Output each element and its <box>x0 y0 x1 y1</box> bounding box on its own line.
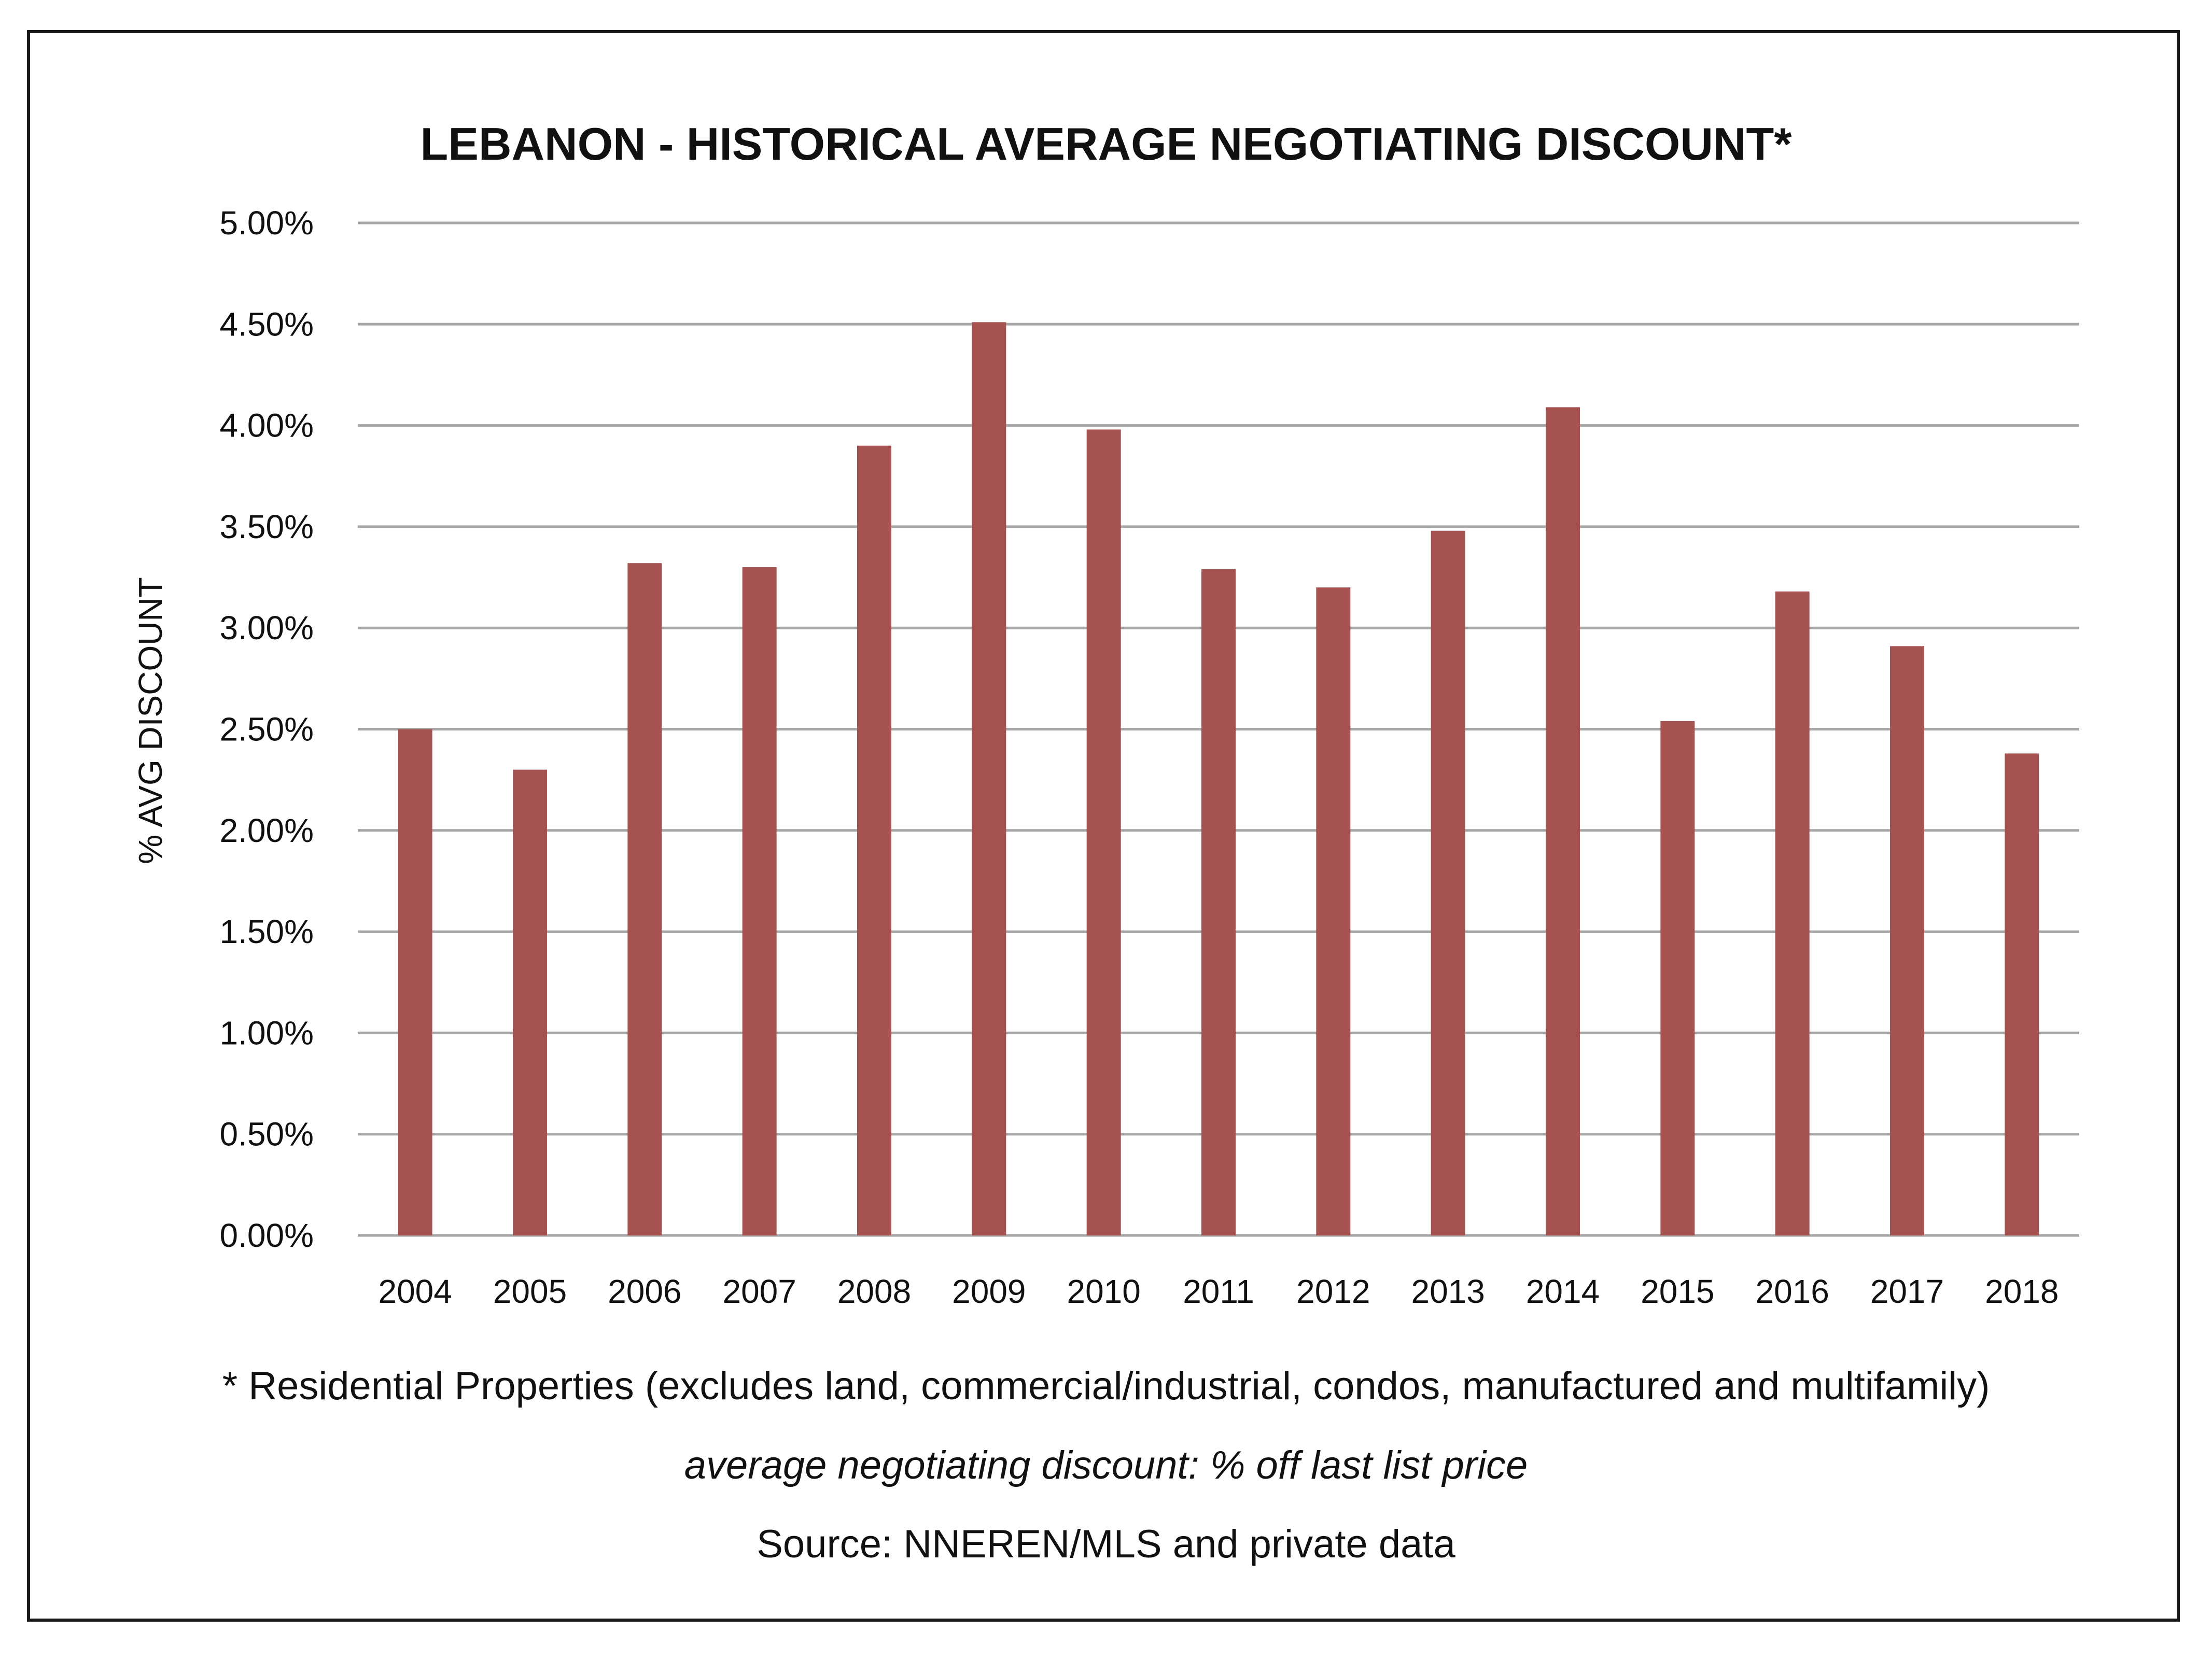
y-tick-label: 1.00% <box>220 1014 314 1051</box>
x-tick-label: 2018 <box>1985 1273 2059 1310</box>
x-tick-label: 2007 <box>722 1273 796 1310</box>
x-tick-label: 2004 <box>378 1273 452 1310</box>
bar-2016 <box>1775 591 1810 1235</box>
x-tick-label: 2010 <box>1067 1273 1140 1310</box>
x-tick-label: 2006 <box>608 1273 681 1310</box>
y-tick-label: 0.00% <box>220 1217 314 1254</box>
y-tick-label: 2.50% <box>220 711 314 748</box>
y-tick-label: 3.00% <box>220 609 314 646</box>
x-tick-label: 2014 <box>1526 1273 1600 1310</box>
residential-note: * Residential Properties (excludes land,… <box>222 1364 1990 1408</box>
y-axis-ticks: 0.00% 0.50% 1.00% 1.50% 2.00% 2.50% 3.00% 3.50%… <box>220 204 314 1254</box>
x-tick-label: 2005 <box>493 1273 567 1310</box>
x-tick-label: 2015 <box>1641 1273 1714 1310</box>
bar-2007 <box>742 567 777 1235</box>
y-tick-label: 3.50% <box>220 508 314 545</box>
y-tick-label: 2.00% <box>220 812 314 849</box>
bar-2005 <box>513 769 547 1235</box>
bar-2010 <box>1086 429 1121 1235</box>
y-tick-label: 4.00% <box>220 407 314 444</box>
bar-2008 <box>857 445 891 1236</box>
y-tick-label: 0.50% <box>220 1116 314 1153</box>
bar-2006 <box>627 563 662 1235</box>
bar-2015 <box>1660 721 1695 1235</box>
bar-2017 <box>1890 646 1924 1235</box>
bar-2014 <box>1546 407 1580 1235</box>
x-tick-label: 2008 <box>837 1273 911 1310</box>
x-tick-label: 2009 <box>952 1273 1026 1310</box>
bar-2004 <box>398 729 432 1235</box>
bar-2012 <box>1316 587 1351 1235</box>
x-tick-label: 2011 <box>1183 1273 1254 1310</box>
x-tick-label: 2012 <box>1296 1273 1370 1310</box>
y-axis-label: % AVG DISCOUNT <box>132 577 169 864</box>
x-axis-ticks: 2004 2005 2006 2007 2008 2009 2010 2011 2012 2013… <box>378 1273 2059 1310</box>
bar-2011 <box>1201 569 1236 1235</box>
bar-2009 <box>972 322 1006 1235</box>
bar-2018 <box>2005 753 2039 1235</box>
bars <box>398 322 2039 1236</box>
definition-note: average negotiating discount: % off last… <box>684 1443 1528 1487</box>
x-tick-label: 2017 <box>1870 1273 1944 1310</box>
y-tick-label: 5.00% <box>220 204 314 242</box>
source-note: Source: NNEREN/MLS and private data <box>757 1522 1455 1566</box>
x-tick-label: 2016 <box>1755 1273 1829 1310</box>
y-tick-label: 4.50% <box>220 305 314 343</box>
x-tick-label: 2013 <box>1411 1273 1485 1310</box>
bar-2013 <box>1431 530 1465 1236</box>
chart-title: LEBANON - HISTORICAL AVERAGE NEGOTIATING… <box>421 118 1793 170</box>
y-tick-label: 1.50% <box>220 913 314 950</box>
